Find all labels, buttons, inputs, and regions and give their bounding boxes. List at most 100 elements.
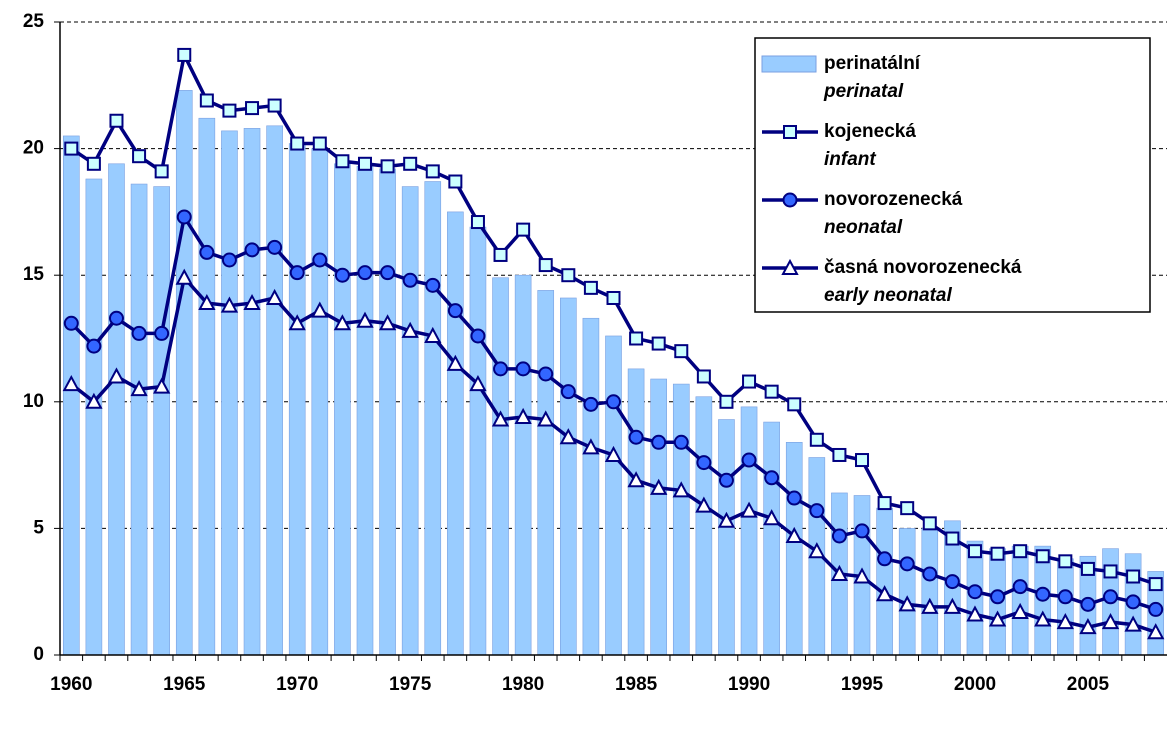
marker-square bbox=[267, 98, 282, 113]
marker-square bbox=[109, 113, 124, 128]
bar bbox=[560, 297, 577, 656]
legend-box bbox=[754, 37, 1151, 313]
marker-triangle bbox=[830, 564, 849, 581]
marker-square bbox=[855, 453, 870, 468]
legend-label: kojenecká bbox=[824, 121, 916, 142]
legend-label: časná novorozenecká bbox=[824, 257, 1022, 278]
marker-triangle bbox=[762, 509, 781, 526]
legend-label: novorozenecká bbox=[824, 189, 963, 210]
bar bbox=[221, 130, 238, 656]
marker-square bbox=[493, 247, 508, 262]
marker-triangle bbox=[311, 301, 329, 318]
marker-square bbox=[583, 280, 598, 295]
marker-square bbox=[832, 447, 847, 462]
marker-triangle bbox=[740, 501, 758, 518]
marker-square bbox=[199, 93, 214, 108]
marker-triangle bbox=[1079, 618, 1097, 635]
marker-triangle bbox=[781, 258, 799, 275]
marker-triangle bbox=[582, 438, 600, 455]
marker-square bbox=[245, 101, 260, 116]
marker-triangle bbox=[988, 610, 1007, 627]
bar bbox=[605, 335, 622, 656]
marker-square bbox=[606, 290, 621, 305]
bar bbox=[288, 143, 306, 656]
marker-circle bbox=[967, 584, 983, 600]
marker-circle bbox=[877, 551, 893, 567]
marker-triangle bbox=[1056, 612, 1075, 630]
marker-square bbox=[357, 156, 372, 171]
marker-triangle bbox=[220, 296, 239, 313]
marker-square bbox=[290, 136, 305, 151]
marker-triangle bbox=[152, 377, 171, 394]
marker-triangle bbox=[966, 605, 984, 622]
marker-square bbox=[696, 369, 711, 384]
marker-triangle bbox=[446, 354, 465, 371]
bar bbox=[785, 442, 803, 656]
marker-square bbox=[380, 159, 395, 174]
marker-square bbox=[448, 174, 463, 189]
marker-circle bbox=[86, 338, 102, 354]
marker-triangle bbox=[378, 314, 397, 331]
marker-square bbox=[719, 394, 734, 409]
marker-triangle bbox=[491, 410, 510, 427]
marker-circle bbox=[108, 310, 124, 326]
bar bbox=[627, 368, 645, 656]
marker-square bbox=[538, 258, 553, 273]
marker-triangle bbox=[650, 478, 668, 495]
marker-circle bbox=[1035, 586, 1051, 602]
bar bbox=[514, 274, 532, 656]
bar bbox=[876, 507, 893, 656]
bar bbox=[469, 226, 487, 656]
marker-square bbox=[470, 215, 485, 230]
bar bbox=[672, 383, 690, 656]
marker-triangle bbox=[808, 542, 826, 559]
legend-swatch bbox=[761, 55, 817, 73]
marker-circle bbox=[1103, 589, 1119, 605]
legend: perinatální perinatal kojenecká infant novor… bbox=[754, 37, 1151, 313]
bar bbox=[198, 117, 216, 656]
marker-triangle bbox=[107, 367, 126, 384]
bar bbox=[537, 290, 555, 656]
marker-circle bbox=[176, 209, 192, 225]
marker-triangle bbox=[1101, 612, 1120, 630]
marker-triangle bbox=[265, 288, 284, 305]
marker-circle bbox=[1057, 589, 1073, 605]
marker-triangle bbox=[627, 471, 645, 488]
bar bbox=[356, 166, 374, 656]
marker-circle bbox=[809, 503, 825, 519]
bar bbox=[447, 211, 464, 656]
marker-triangle bbox=[921, 597, 939, 614]
marker-square bbox=[783, 125, 797, 139]
y-tick-label: 10 bbox=[23, 391, 44, 412]
legend-sublabel: infant bbox=[824, 149, 876, 170]
marker-square bbox=[900, 501, 915, 516]
marker-square bbox=[64, 141, 79, 156]
marker-triangle bbox=[1147, 623, 1165, 640]
marker-circle bbox=[944, 574, 960, 590]
marker-square bbox=[629, 331, 644, 346]
x-tick-label: 1985 bbox=[615, 674, 658, 695]
bar bbox=[650, 378, 667, 656]
marker-square bbox=[651, 336, 666, 351]
marker-square bbox=[990, 546, 1005, 561]
marker-triangle bbox=[356, 311, 374, 328]
marker-circle bbox=[538, 366, 554, 382]
bar bbox=[266, 125, 283, 656]
marker-circle bbox=[402, 272, 418, 288]
marker-triangle bbox=[1034, 610, 1052, 627]
marker-circle bbox=[741, 452, 757, 468]
bar bbox=[763, 421, 780, 656]
marker-square bbox=[1035, 549, 1050, 564]
marker-triangle bbox=[175, 268, 193, 285]
marker-triangle bbox=[1011, 602, 1029, 619]
bar bbox=[492, 277, 509, 656]
marker-circle bbox=[221, 252, 237, 268]
bar bbox=[401, 186, 419, 656]
marker-triangle bbox=[559, 428, 577, 445]
marker-square bbox=[177, 47, 192, 62]
marker-circle bbox=[1012, 579, 1028, 595]
marker-circle bbox=[764, 470, 780, 486]
bar bbox=[130, 183, 148, 656]
bar bbox=[175, 90, 193, 656]
marker-circle bbox=[628, 429, 644, 445]
